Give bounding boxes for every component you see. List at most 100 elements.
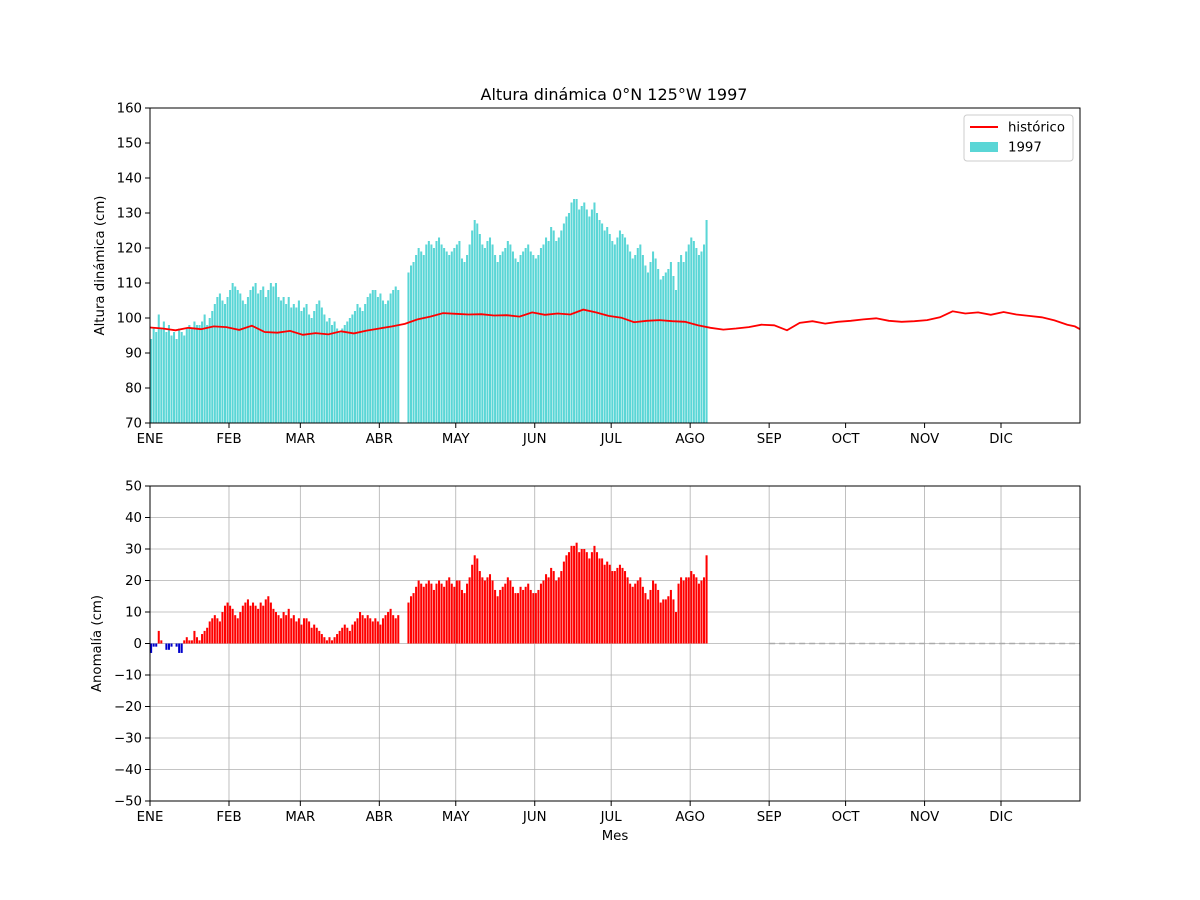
height-bar: [374, 290, 377, 423]
height-bar: [522, 251, 525, 423]
anomaly-bar: [654, 583, 657, 644]
height-bar: [343, 325, 346, 423]
anomaly-bar: [473, 555, 476, 644]
height-bar: [680, 255, 683, 423]
height-bar: [376, 297, 379, 423]
height-bar: [371, 290, 374, 423]
height-bar: [613, 244, 616, 423]
anomaly-bar: [213, 615, 216, 644]
y-tick-label: 110: [117, 277, 142, 292]
height-bar: [583, 202, 586, 423]
anomaly-bar: [272, 608, 275, 644]
height-bar: [468, 244, 471, 423]
anomaly-bar: [476, 558, 479, 644]
height-bar: [155, 332, 158, 423]
anomaly-bar: [218, 621, 221, 644]
anomaly-bar: [514, 593, 517, 644]
anomaly-bar: [432, 589, 435, 644]
anomaly-bar: [595, 552, 599, 644]
height-bar: [578, 209, 581, 423]
height-bar: [496, 262, 499, 423]
anomaly-bar: [657, 589, 660, 644]
anomaly-bar: [690, 571, 693, 644]
x-tick-label: ENE: [137, 810, 164, 825]
y-tick-label: 30: [125, 543, 142, 558]
anomaly-bar: [353, 621, 356, 644]
height-bar: [315, 304, 318, 423]
anomaly-bar: [379, 624, 382, 644]
anomaly-bar: [575, 542, 578, 644]
height-bar: [539, 248, 542, 423]
height-bar: [557, 237, 560, 423]
height-bar: [239, 293, 242, 423]
height-bar: [511, 251, 514, 423]
y-tick-label: 100: [117, 312, 142, 327]
anomaly-bar: [580, 549, 583, 644]
height-bar: [167, 325, 170, 423]
anomaly-bar: [641, 586, 644, 644]
anomaly-bar: [685, 577, 688, 644]
anomaly-bar: [366, 615, 369, 644]
anomaly-bar: [320, 634, 323, 644]
anomaly-bar: [285, 615, 288, 644]
anomaly-bar: [183, 640, 186, 644]
height-bar: [392, 290, 395, 423]
anomaly-bar: [211, 618, 214, 644]
height-bar: [562, 223, 565, 423]
height-bar: [234, 286, 237, 423]
height-bar: [450, 251, 453, 423]
anomaly-bar: [308, 621, 311, 644]
anomaly-bar: [519, 586, 522, 644]
anomaly-bar: [639, 577, 642, 644]
top-chart-title: Altura dinámica 0°N 125°W 1997: [481, 85, 748, 104]
height-bar: [292, 304, 295, 423]
legend-bar-label: 1997: [1008, 141, 1042, 156]
height-bar: [667, 269, 670, 423]
anomaly-bar: [407, 602, 410, 644]
anomaly-bar: [646, 599, 649, 644]
anomaly-bar: [167, 643, 170, 650]
anomaly-bar: [155, 643, 158, 647]
height-bar: [412, 262, 415, 423]
anomaly-bar: [231, 608, 234, 644]
height-bar: [494, 255, 497, 423]
anomaly-bar: [277, 615, 280, 644]
height-bar: [486, 241, 489, 423]
anomaly-bar-series: [150, 542, 708, 653]
anomaly-bar: [287, 608, 290, 644]
y-tick-label: 160: [117, 102, 142, 117]
anomaly-bar: [616, 567, 619, 644]
height-bar: [195, 325, 199, 423]
y-tick-label: 140: [117, 172, 142, 187]
anomaly-bar: [524, 586, 527, 644]
x-tick-label: ABR: [366, 432, 393, 447]
height-bar: [269, 283, 272, 423]
height-bar: [542, 244, 545, 423]
y-tick-label: −30: [114, 732, 142, 747]
anomaly-bar: [325, 640, 328, 644]
anomaly-bar: [697, 583, 700, 644]
bottom-x-axis-label: Mes: [602, 829, 629, 844]
height-bar: [649, 262, 652, 423]
height-bar: [601, 223, 604, 423]
anomaly-bar: [160, 640, 163, 644]
height-bar: [506, 241, 509, 423]
height-bar: [384, 304, 387, 423]
height-bar: [310, 318, 313, 423]
height-bar: [409, 265, 413, 423]
height-bar: [580, 206, 583, 423]
height-bar: [277, 297, 280, 423]
legend-line-label: histórico: [1008, 120, 1065, 136]
top-legend[interactable]: histórico 1997: [963, 114, 1074, 162]
height-bar: [150, 339, 153, 423]
height-bar: [341, 328, 344, 423]
anomaly-bar: [389, 608, 392, 644]
anomaly-bar: [193, 630, 196, 644]
height-bar: [624, 237, 627, 423]
height-bar: [387, 300, 390, 423]
height-bar: [356, 304, 359, 423]
height-bar: [669, 262, 672, 423]
top-y-axis-label: Altura dinámica (cm): [92, 196, 108, 336]
height-bar: [221, 300, 224, 423]
height-bar: [460, 258, 463, 423]
